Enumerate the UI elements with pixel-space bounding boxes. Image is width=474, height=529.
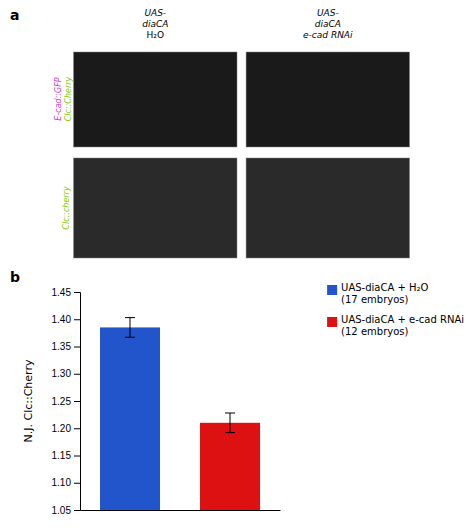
y-tick: 1.40	[52, 314, 80, 325]
legend-item: UAS-diaCA + e-cad RNAi(12 embryos)	[327, 314, 464, 337]
y-tick-label: 1.35	[52, 341, 72, 352]
annotation: Clc::Cherry	[64, 76, 73, 121]
bar	[100, 327, 160, 510]
y-tick-mark	[74, 483, 80, 484]
y-axis-label: N.J. Clc::Cherry	[22, 359, 35, 442]
error-bar-line	[130, 318, 131, 338]
image-placeholder	[246, 52, 409, 147]
legend-swatch	[327, 285, 337, 295]
annotation: diaCA	[315, 19, 341, 29]
annotation: Clc::cherry	[62, 186, 71, 230]
y-axis-line	[74, 293, 81, 511]
figure: aUAS-diaCAH₂OUAS-diaCAe-cad RNAiE-cad::G…	[0, 0, 474, 529]
x-axis	[81, 510, 281, 511]
error-bar-cap	[125, 337, 135, 338]
y-axis: 1.05 1.10 1.15 1.20 1.25 1.30 1.35 1.40 1.45	[52, 287, 81, 516]
y-tick-mark	[74, 292, 80, 293]
y-tick: 1.10	[52, 477, 80, 488]
y-tick-mark	[74, 401, 80, 402]
error-bar-cap	[225, 412, 235, 413]
x-axis-line	[81, 510, 281, 511]
legend: UAS-diaCA + H₂O(17 embryos) UAS-diaCA + e…	[327, 282, 464, 337]
image-placeholder	[246, 158, 409, 258]
error-bar	[225, 413, 235, 433]
y-tick-label: 1.15	[52, 450, 72, 461]
bars	[100, 318, 260, 510]
y-tick-label: 1.10	[52, 477, 72, 488]
annotation: UAS-	[317, 8, 339, 18]
legend-swatch	[327, 317, 337, 327]
y-tick: 1.35	[52, 341, 80, 352]
y-tick-label: 1.25	[52, 396, 72, 407]
y-tick-mark	[74, 428, 80, 429]
image-panel	[74, 52, 410, 258]
panel-label: a	[10, 7, 19, 23]
y-tick-mark	[74, 319, 80, 320]
image-placeholder	[74, 52, 237, 147]
annotation: diaCA	[142, 19, 168, 29]
image-placeholder	[74, 158, 237, 258]
y-tick-label: 1.05	[52, 505, 72, 516]
annotation: H₂O	[147, 30, 164, 40]
error-bar	[125, 318, 135, 338]
legend-label: UAS-diaCA + H₂O(17 embryos)	[341, 282, 428, 305]
panel-label: b	[10, 269, 20, 285]
y-tick: 1.20	[52, 423, 80, 434]
annotations: aUAS-diaCAH₂OUAS-diaCAe-cad RNAiE-cad::G…	[10, 7, 353, 285]
error-bar-line	[230, 413, 231, 433]
annotation: UAS-	[144, 8, 166, 18]
y-tick-label: 1.30	[52, 368, 72, 379]
y-tick-mark	[74, 347, 80, 348]
y-tick-mark	[74, 510, 80, 511]
y-tick: 1.25	[52, 396, 80, 407]
y-tick-label: 1.40	[52, 314, 72, 325]
y-tick-mark	[74, 456, 80, 457]
y-tick: 1.15	[52, 450, 80, 461]
annotation: E-cad::GFP	[54, 77, 63, 121]
legend-label: UAS-diaCA + e-cad RNAi(12 embryos)	[341, 314, 464, 337]
legend-item: UAS-diaCA + H₂O(17 embryos)	[327, 282, 428, 305]
error-bar-cap	[225, 432, 235, 433]
y-tick: 1.30	[52, 368, 80, 379]
y-tick-label: 1.45	[52, 287, 72, 298]
error-bar-cap	[125, 317, 135, 318]
y-tick: 1.45	[52, 287, 80, 298]
y-tick-mark	[74, 374, 80, 375]
y-tick: 1.05	[52, 505, 80, 516]
annotation: e-cad RNAi	[303, 30, 353, 40]
y-tick-label: 1.20	[52, 423, 72, 434]
bar	[200, 423, 260, 510]
